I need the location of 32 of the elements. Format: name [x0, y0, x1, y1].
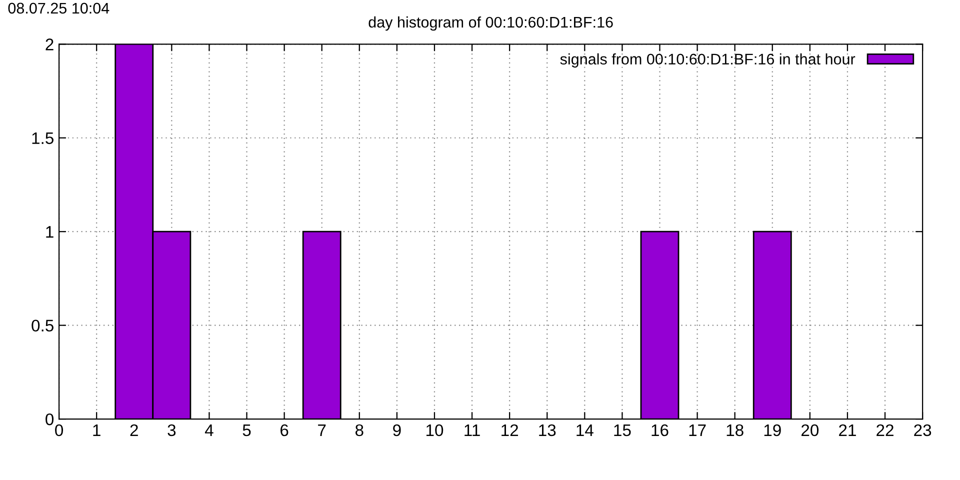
x-tick-label: 20	[801, 424, 819, 436]
y-tick-label: 2	[46, 38, 54, 50]
x-tick-label: 6	[280, 424, 288, 436]
x-tick-label: 1	[93, 424, 100, 436]
x-tick-label: 12	[502, 424, 518, 436]
x-tick-label: 18	[726, 424, 744, 436]
x-tick-label: 14	[576, 424, 594, 436]
x-tick-label: 11	[464, 424, 480, 436]
legend-label: signals from 00:10:60:D1:BF:16 in that hour	[560, 53, 856, 68]
x-tick-label: 17	[689, 424, 706, 436]
x-tick-label: 21	[839, 424, 856, 436]
x-tick-label: 2	[130, 424, 138, 436]
x-tick-label: 0	[55, 424, 64, 436]
chart-title: day histogram of 00:10:60:D1:BF:16	[368, 16, 613, 31]
y-tick-label: 0	[46, 413, 54, 426]
x-tick-label: 22	[876, 424, 894, 436]
x-tick-label: 5	[242, 424, 251, 436]
x-tick-label: 23	[914, 424, 932, 436]
text: 08.07.25 10:04	[8, 2, 110, 14]
x-tick-label: 16	[652, 424, 668, 436]
y-tick-label: 1.5	[32, 132, 54, 144]
x-tick-label: 9	[393, 424, 401, 436]
x-tick-label: 7	[318, 424, 326, 436]
y-tick-label: 1	[46, 226, 54, 238]
x-tick-label: 13	[539, 424, 556, 436]
x-tick-label: 4	[204, 424, 214, 436]
x-tick-label: 15	[614, 424, 631, 436]
y-tick-label: 0.5	[32, 320, 54, 332]
x-tick-label: 10	[426, 424, 444, 436]
x-tick-label: 8	[355, 424, 364, 436]
x-tick-label: 19	[764, 424, 781, 436]
x-tick-label: 3	[168, 424, 176, 436]
